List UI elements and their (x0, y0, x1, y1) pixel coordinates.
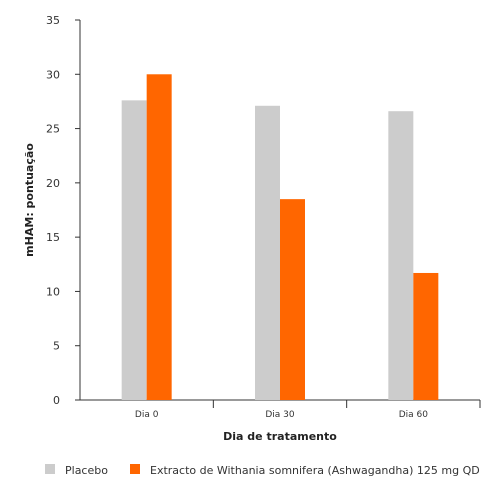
bars (121, 74, 439, 401)
x-tick-label: Dia 60 (399, 410, 429, 420)
legend: Placebo Extracto de Withania somnifera (A… (45, 464, 480, 477)
x-axis-title: Dia de tratamento (223, 430, 337, 443)
y-tick-label: 20 (46, 177, 60, 190)
legend-swatch (45, 464, 55, 474)
bar-series-2 (280, 199, 305, 400)
y-tick-label: 5 (53, 340, 60, 353)
legend-label: Extracto de Withania somnifera (Ashwagan… (150, 464, 480, 477)
y-tick-label: 30 (46, 68, 60, 81)
legend-label: Placebo (65, 464, 108, 477)
y-tick-label: 10 (46, 285, 60, 298)
y-tick-label: 35 (46, 14, 60, 27)
y-tick-label: 25 (46, 123, 60, 136)
bar-series-1 (121, 100, 147, 400)
bar-series-2 (146, 74, 172, 401)
x-tick-label: Dia 30 (265, 410, 295, 420)
x-axis-ticks: Dia 0 Dia 30 Dia 60 (135, 400, 481, 420)
y-tick-label: 15 (46, 231, 60, 244)
bar-series-1 (388, 111, 414, 400)
y-tick-label: 0 (53, 394, 60, 407)
y-axis-title: mHAM: pontuação (23, 143, 36, 257)
x-tick-label: Dia 0 (135, 410, 159, 420)
bar-series-2 (413, 272, 439, 400)
legend-swatch (130, 464, 140, 474)
bar-series-1 (255, 105, 280, 401)
y-axis-ticks: 0 5 10 15 20 25 30 35 (46, 14, 80, 407)
